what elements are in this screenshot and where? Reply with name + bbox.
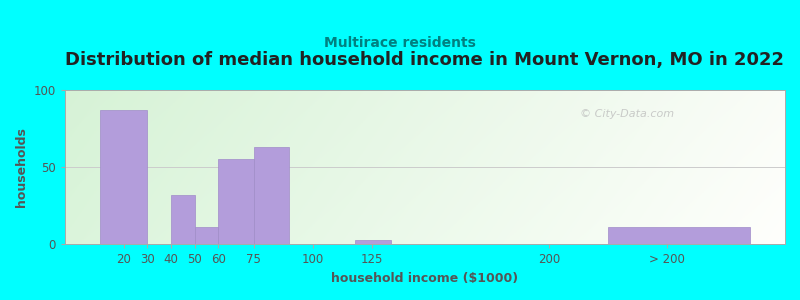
Bar [171, 195, 194, 244]
Bar [194, 227, 218, 244]
Bar [100, 110, 147, 244]
Text: Multirace residents: Multirace residents [324, 36, 476, 50]
Bar [355, 240, 390, 244]
Bar [254, 147, 289, 244]
Text: © City-Data.com: © City-Data.com [579, 109, 674, 118]
Bar [608, 227, 750, 244]
Title: Distribution of median household income in Mount Vernon, MO in 2022: Distribution of median household income … [66, 51, 785, 69]
X-axis label: household income ($1000): household income ($1000) [331, 272, 518, 285]
Bar [218, 160, 254, 244]
Y-axis label: households: households [15, 127, 28, 207]
